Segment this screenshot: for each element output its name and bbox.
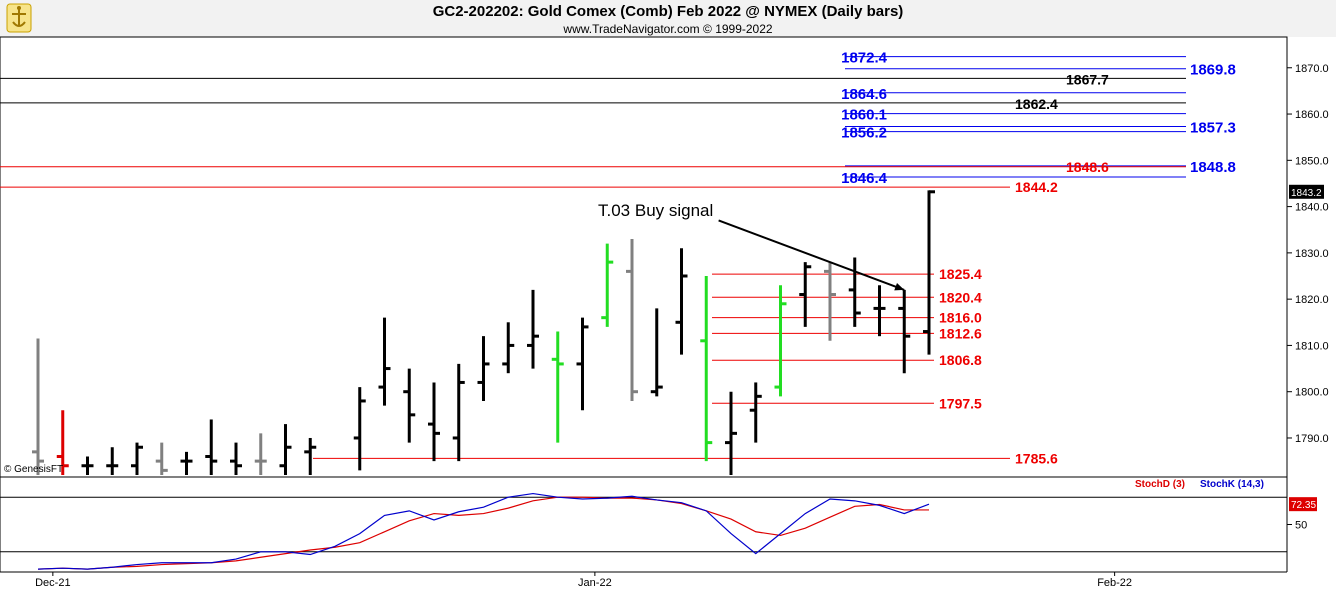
blue-level-label: 1856.2 xyxy=(841,125,887,142)
stoch-panel xyxy=(0,476,1288,573)
x-tick-label: Jan-22 xyxy=(578,577,612,589)
blue-level-label: 1860.1 xyxy=(841,107,887,124)
y-tick-label: 1860.0 xyxy=(1295,109,1329,121)
red-level-label: 1848.6 xyxy=(1066,159,1109,175)
ohlc-bar xyxy=(254,433,267,475)
last-price-label: 1843.2 xyxy=(1291,188,1322,199)
ohlc-bar xyxy=(848,257,861,327)
ohlc-bar xyxy=(304,437,317,475)
y-tick-label: 1870.0 xyxy=(1295,63,1329,75)
ohlc-bar xyxy=(403,368,416,443)
legend-stochk: StochK (14,3) xyxy=(1200,479,1264,490)
price-panel xyxy=(0,36,1288,478)
y-tick-label: 1810.0 xyxy=(1295,340,1329,352)
red-level-label: 1820.4 xyxy=(939,289,982,305)
ohlc-bar xyxy=(205,419,218,475)
ohlc-bar xyxy=(675,248,688,355)
ohlc-bar xyxy=(873,285,886,337)
ohlc-bar xyxy=(180,451,193,475)
blue-level-label: 1864.6 xyxy=(841,86,887,103)
blue-level-label: 1872.4 xyxy=(841,50,888,67)
red-level-label: 1806.8 xyxy=(939,352,982,368)
ohlc-bar xyxy=(106,447,119,475)
ohlc-bar xyxy=(774,285,787,397)
stochk-line xyxy=(37,492,930,570)
y-tick-label: 1790.0 xyxy=(1295,433,1329,445)
ohlc-bar xyxy=(378,317,391,406)
price-axis xyxy=(1287,37,1336,477)
stoch-last-label: 72.35 xyxy=(1291,500,1316,511)
ohlc-bar xyxy=(626,238,638,401)
ohlc-bar xyxy=(527,289,539,369)
blue-level-label: 1848.8 xyxy=(1190,159,1236,176)
ohlc-bar xyxy=(824,262,836,341)
ohlc-bar xyxy=(81,456,94,475)
ohlc-bar xyxy=(279,424,292,475)
red-level-label: 1797.5 xyxy=(939,395,982,411)
y-tick-label: 1840.0 xyxy=(1295,202,1329,214)
y-tick-label: 1820.0 xyxy=(1295,294,1329,306)
black-level-label: 1867.7 xyxy=(1066,71,1109,87)
ohlc-bar xyxy=(428,382,440,462)
blue-level-label: 1869.8 xyxy=(1190,62,1236,79)
stoch-axis xyxy=(1287,477,1336,572)
y-tick-label: 1800.0 xyxy=(1295,387,1329,399)
annotation-text: T.03 Buy signal xyxy=(598,201,713,220)
ohlc-bar xyxy=(700,276,713,462)
black-level-label: 1862.4 xyxy=(1015,96,1058,112)
ohlc-bar xyxy=(56,410,69,475)
y-tick-label: 1850.0 xyxy=(1295,155,1329,167)
ohlc-bar xyxy=(725,391,737,475)
red-level-label: 1812.6 xyxy=(939,325,982,341)
ohlc-bar xyxy=(353,387,366,471)
ohlc-bar xyxy=(898,289,911,374)
stoch-y-tick-label: 50 xyxy=(1295,520,1307,532)
ohlc-bar xyxy=(155,442,168,475)
ohlc-bar xyxy=(799,262,812,327)
ohlc-bar xyxy=(551,331,564,443)
ohlc-bar xyxy=(576,317,589,411)
ohlc-bar xyxy=(477,336,490,401)
stochd-line xyxy=(37,496,929,570)
red-level-label: 1844.2 xyxy=(1015,179,1058,195)
ohlc-bar xyxy=(650,308,663,397)
ohlc-bar xyxy=(601,243,614,327)
time-axis xyxy=(0,572,1336,591)
red-level-label: 1825.4 xyxy=(939,266,982,282)
ohlc-bar xyxy=(923,190,935,355)
watermark: © GenesisFT xyxy=(4,464,63,475)
annotation-arrow xyxy=(718,219,905,291)
ohlc-bar xyxy=(230,442,242,475)
red-level-label: 1785.6 xyxy=(1015,450,1058,466)
red-level-label: 1816.0 xyxy=(939,310,982,326)
arrowhead-icon xyxy=(894,283,905,291)
logo-icon xyxy=(6,3,32,33)
chart-title: GC2-202202: Gold Comex (Comb) Feb 2022 @… xyxy=(432,3,904,20)
ohlc-bar xyxy=(502,322,515,374)
last-price-box xyxy=(1289,184,1324,199)
chart-subtitle: www.TradeNavigator.com © 1999-2022 xyxy=(563,22,773,36)
x-tick-label: Feb-22 xyxy=(1097,577,1132,589)
chart-header: GC2-202202: Gold Comex (Comb) Feb 2022 @… xyxy=(0,0,1336,38)
stoch-last-box xyxy=(1289,497,1317,512)
y-tick-label: 1830.0 xyxy=(1295,248,1329,260)
legend-stochd: StochD (3) xyxy=(1135,479,1185,490)
x-tick-label: Dec-21 xyxy=(35,577,70,589)
blue-level-label: 1846.4 xyxy=(841,170,888,187)
ohlc-bar xyxy=(131,442,143,475)
ohlc-bar xyxy=(32,338,44,475)
ohlc-bar xyxy=(749,382,762,443)
ohlc-bar xyxy=(452,363,465,462)
blue-level-label: 1857.3 xyxy=(1190,120,1236,137)
